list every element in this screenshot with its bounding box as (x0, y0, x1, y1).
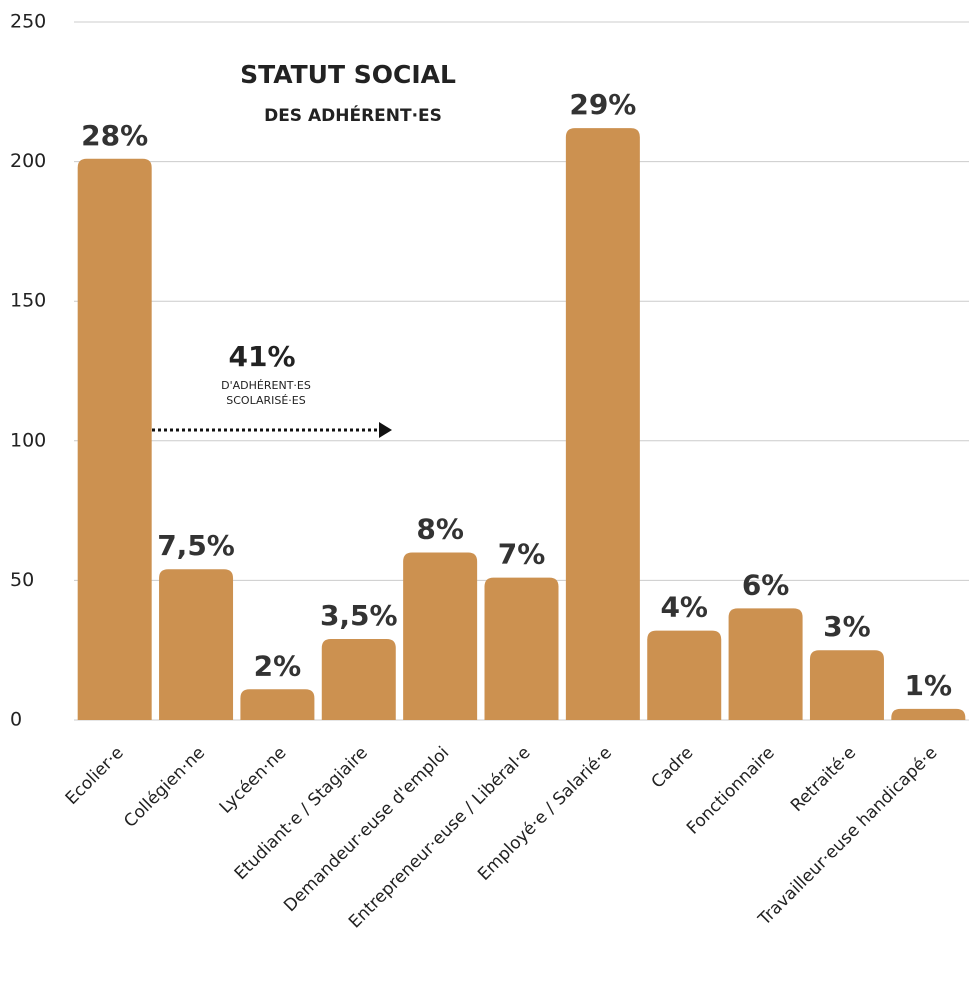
bar-label: 2% (254, 649, 302, 682)
annotation-line: D'ADHÉRENT·ES (221, 379, 311, 392)
bar-label: 7,5% (157, 529, 235, 562)
chart-subtitle: DES ADHÉRENT·ES (264, 104, 442, 126)
x-tick-label: Collégien·ne (120, 743, 209, 832)
x-tick-label: Ecolier·e (62, 743, 128, 809)
annotation-value: 41% (228, 340, 295, 373)
x-tick-label: Demandeur·euse d'emploi (280, 743, 453, 916)
bar (891, 708, 966, 720)
bar-label: 3% (823, 610, 871, 643)
bar-label: 8% (416, 512, 464, 545)
bar-label: 1% (905, 669, 953, 702)
bar (321, 639, 396, 720)
y-tick-label: 150 (10, 290, 46, 312)
x-tick-label: Cadre (648, 743, 698, 793)
x-tick-label: Lycéen·ne (216, 743, 291, 818)
bar-label: 7% (498, 538, 546, 571)
x-tick-label: Travailleur·euse handicapé·e (754, 743, 941, 930)
chart-title: STATUT SOCIAL (240, 60, 456, 89)
annotation-line: SCOLARISÉ·ES (226, 394, 305, 407)
y-tick-label: 200 (10, 150, 46, 172)
y-tick-label: 50 (10, 569, 34, 591)
x-tick-label: Etudiant·e / Stagiaire (231, 743, 372, 884)
x-tick-label: Employé·e / Salarié·e (474, 743, 616, 885)
x-tick-label: Fonctionnaire (683, 743, 779, 839)
bar (647, 630, 722, 720)
bar-label: 6% (742, 568, 790, 601)
bar (77, 158, 152, 721)
bar-label: 3,5% (320, 599, 398, 632)
bar (159, 569, 234, 720)
bar (240, 689, 315, 720)
x-tick-label: Retraité·e (787, 743, 860, 816)
y-tick-label: 250 (10, 11, 46, 33)
bar (484, 577, 559, 720)
bar-label: 29% (569, 88, 636, 121)
y-tick-label: 100 (10, 429, 46, 451)
y-tick-label: 0 (10, 709, 22, 731)
bar (403, 552, 478, 720)
bar-label: 28% (81, 119, 148, 152)
bar (809, 650, 884, 720)
bar (565, 128, 640, 720)
bar (728, 608, 803, 720)
bar-label: 4% (660, 591, 708, 624)
